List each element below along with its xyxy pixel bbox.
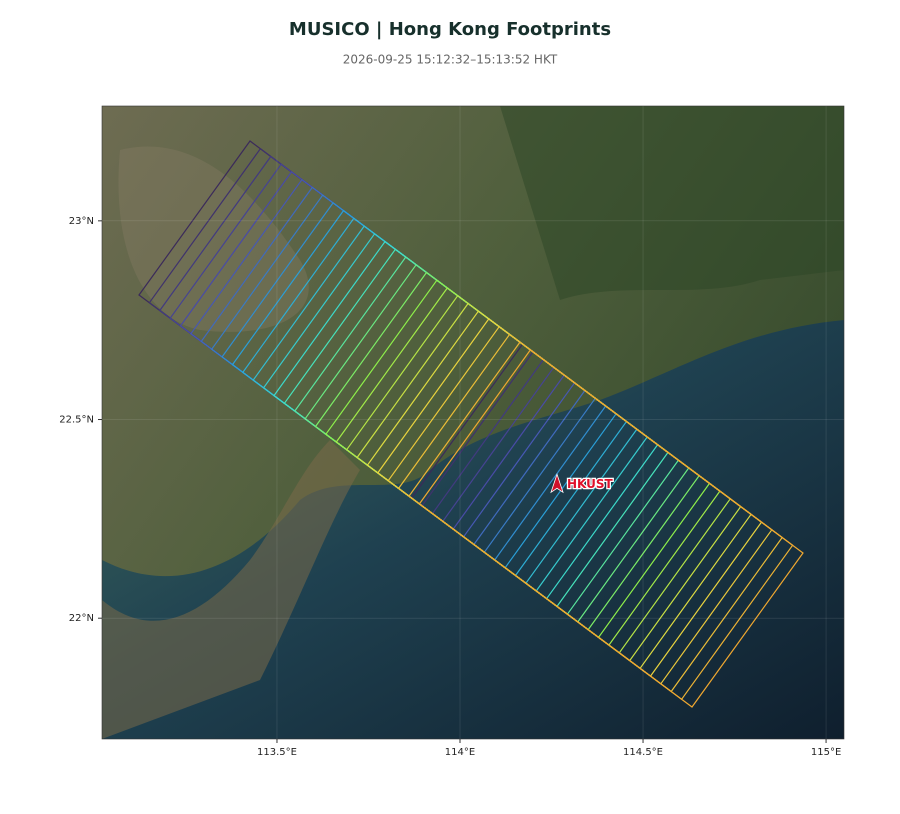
footprints (138, 140, 804, 708)
subtitle: 2026-09-25 15:12:32–15:13:52 HKT (343, 53, 558, 67)
x-tick-label: 114°E (445, 747, 475, 758)
y-tick-label: 22.5°N (59, 415, 94, 426)
basemap (102, 106, 844, 739)
y-tick-label: 22°N (69, 613, 94, 624)
plot-frame (101, 105, 845, 740)
footprint (418, 349, 804, 708)
location-marker (550, 473, 564, 494)
title: MUSICO | Hong Kong Footprints (289, 19, 611, 40)
x-tick-label: 115°E (811, 747, 841, 758)
y-tick-label: 23°N (69, 216, 94, 227)
x-tick-label: 114.5°E (623, 747, 663, 758)
marker-label: HKUST (567, 477, 614, 491)
x-tick-label: 113.5°E (257, 747, 297, 758)
